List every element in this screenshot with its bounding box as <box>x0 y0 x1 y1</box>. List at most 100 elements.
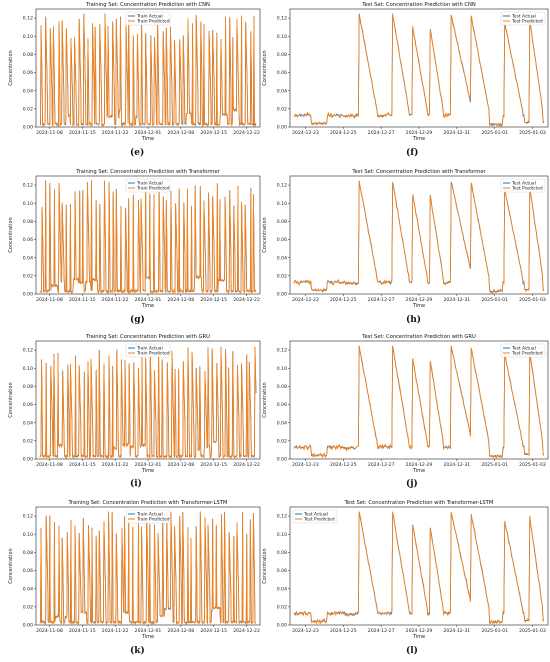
y-tick-label: 0.02 <box>277 106 287 112</box>
x-tick-label: 2024-12-27 <box>368 628 395 634</box>
y-tick-label: 0.00 <box>23 457 33 463</box>
y-axis-label: Concentration <box>262 50 268 85</box>
legend-label-actual: Test Actual <box>511 14 536 20</box>
chart-title: Training Set: Concentration Prediction w… <box>68 500 228 506</box>
x-axis-label: Time <box>412 634 425 640</box>
x-tick-label: 2024-12-23 <box>292 462 319 468</box>
y-tick-label: 0.00 <box>23 292 33 298</box>
y-axis-label: Concentration <box>262 217 268 252</box>
x-tick-label: 2024-12-23 <box>292 628 319 634</box>
plot-area <box>289 8 549 128</box>
y-tick-label: 0.04 <box>277 586 287 592</box>
x-tick-label: 2024-11-08 <box>36 628 63 634</box>
legend-label-predicted: Train Predicted <box>136 517 170 523</box>
chart-title: Training Set: Concentration Prediction w… <box>85 2 210 8</box>
x-tick-label: 2025-01-03 <box>519 462 546 468</box>
y-tick-label: 0.10 <box>277 366 287 372</box>
series-line-predicted <box>39 13 257 128</box>
y-tick-label: 0.00 <box>277 623 287 629</box>
y-tick-label: 0.02 <box>23 273 33 279</box>
x-tick-label: 2024-12-27 <box>368 297 395 303</box>
y-tick-label: 0.02 <box>277 604 287 610</box>
y-tick-label: 0.06 <box>277 402 287 408</box>
y-axis-label: Concentration <box>8 548 14 583</box>
chart-panel-7: Test Set: Concentration Prediction with … <box>262 500 549 640</box>
y-tick-label: 0.02 <box>23 438 33 444</box>
legend-label-actual: Test Actual <box>511 181 536 187</box>
chart-panel-1: Test Set: Concentration Prediction with … <box>262 2 549 142</box>
y-tick-label: 0.12 <box>23 183 33 189</box>
legend-label-predicted: Test Predicted <box>511 351 543 357</box>
x-tick-label: 2024-12-25 <box>330 130 357 136</box>
x-tick-label: 2024-12-29 <box>406 297 433 303</box>
x-tick-label: 2025-01-01 <box>481 297 508 303</box>
x-tick-label: 2025-01-03 <box>519 628 546 634</box>
legend-label-actual: Train Actual <box>136 14 163 20</box>
plot-area <box>289 175 549 295</box>
y-tick-label: 0.06 <box>23 70 33 76</box>
x-tick-label: 2024-12-01 <box>135 462 162 468</box>
y-tick-label: 0.08 <box>23 52 33 58</box>
chart-panel-6: Training Set: Concentration Prediction w… <box>8 500 261 640</box>
x-tick-label: 2024-11-08 <box>36 462 63 468</box>
chart-title: Test Set: Concentration Prediction with … <box>361 2 476 8</box>
x-tick-label: 2024-12-01 <box>135 130 162 136</box>
x-tick-label: 2024-11-15 <box>69 130 96 136</box>
panel-label-g: (g) <box>130 315 145 325</box>
y-tick-label: 0.04 <box>23 420 33 426</box>
legend-box <box>125 509 171 524</box>
panel-label-f: (f) <box>406 148 419 158</box>
panel-label-h: (h) <box>406 315 422 325</box>
series-line-predicted <box>293 511 545 626</box>
x-tick-label: 2024-11-15 <box>69 462 96 468</box>
legend-box <box>500 11 546 26</box>
y-tick-label: 0.12 <box>23 514 33 520</box>
x-tick-label: 2024-12-25 <box>330 462 357 468</box>
y-tick-label: 0.02 <box>23 604 33 610</box>
y-tick-label: 0.12 <box>277 16 287 22</box>
y-tick-label: 0.06 <box>23 237 33 243</box>
x-tick-label: 2024-11-15 <box>69 297 96 303</box>
chart-panel-4: Training Set: Concentration Prediction w… <box>8 334 261 474</box>
panel-label-e: (e) <box>130 148 145 158</box>
x-tick-label: 2024-12-15 <box>200 297 227 303</box>
y-axis-label: Concentration <box>8 217 14 252</box>
legend-box <box>500 178 546 193</box>
x-tick-label: 2024-12-27 <box>368 462 395 468</box>
y-tick-label: 0.08 <box>23 384 33 390</box>
chart-title: Test Set: Concentration Prediction with … <box>351 169 486 175</box>
y-axis-label: Concentration <box>262 548 268 583</box>
legend-label-actual: Test Actual <box>303 512 328 518</box>
y-tick-label: 0.10 <box>23 366 33 372</box>
y-tick-label: 0.08 <box>23 550 33 556</box>
y-tick-label: 0.06 <box>23 568 33 574</box>
series-line-predicted <box>293 181 545 294</box>
x-tick-label: 2024-12-22 <box>233 462 260 468</box>
x-tick-label: 2024-12-29 <box>406 628 433 634</box>
x-tick-label: 2024-12-22 <box>233 297 260 303</box>
chart-panel-5: Test Set: Concentration Prediction with … <box>262 334 549 474</box>
y-tick-label: 0.06 <box>277 568 287 574</box>
x-tick-label: 2025-01-01 <box>481 130 508 136</box>
x-tick-label: 2024-12-22 <box>233 628 260 634</box>
y-tick-label: 0.00 <box>277 125 287 131</box>
legend-box <box>500 343 546 358</box>
legend-box <box>125 343 171 358</box>
panel-label-i: (i) <box>130 479 142 489</box>
x-tick-label: 2024-11-15 <box>69 628 96 634</box>
x-tick-label: 2024-12-15 <box>200 628 227 634</box>
x-tick-label: 2024-12-23 <box>292 297 319 303</box>
x-tick-label: 2025-01-03 <box>519 297 546 303</box>
x-axis-label: Time <box>141 136 154 142</box>
y-tick-label: 0.08 <box>23 219 33 225</box>
x-tick-label: 2024-12-31 <box>443 628 470 634</box>
legend-label-predicted: Test Predicted <box>511 19 543 25</box>
y-tick-label: 0.06 <box>277 237 287 243</box>
legend-label-actual: Train Actual <box>136 512 163 518</box>
x-tick-label: 2024-12-31 <box>443 130 470 136</box>
x-tick-label: 2024-12-23 <box>292 130 319 136</box>
x-tick-label: 2024-12-27 <box>368 130 395 136</box>
y-tick-label: 0.10 <box>23 532 33 538</box>
x-tick-label: 2024-11-22 <box>102 628 129 634</box>
y-axis-label: Concentration <box>262 382 268 417</box>
